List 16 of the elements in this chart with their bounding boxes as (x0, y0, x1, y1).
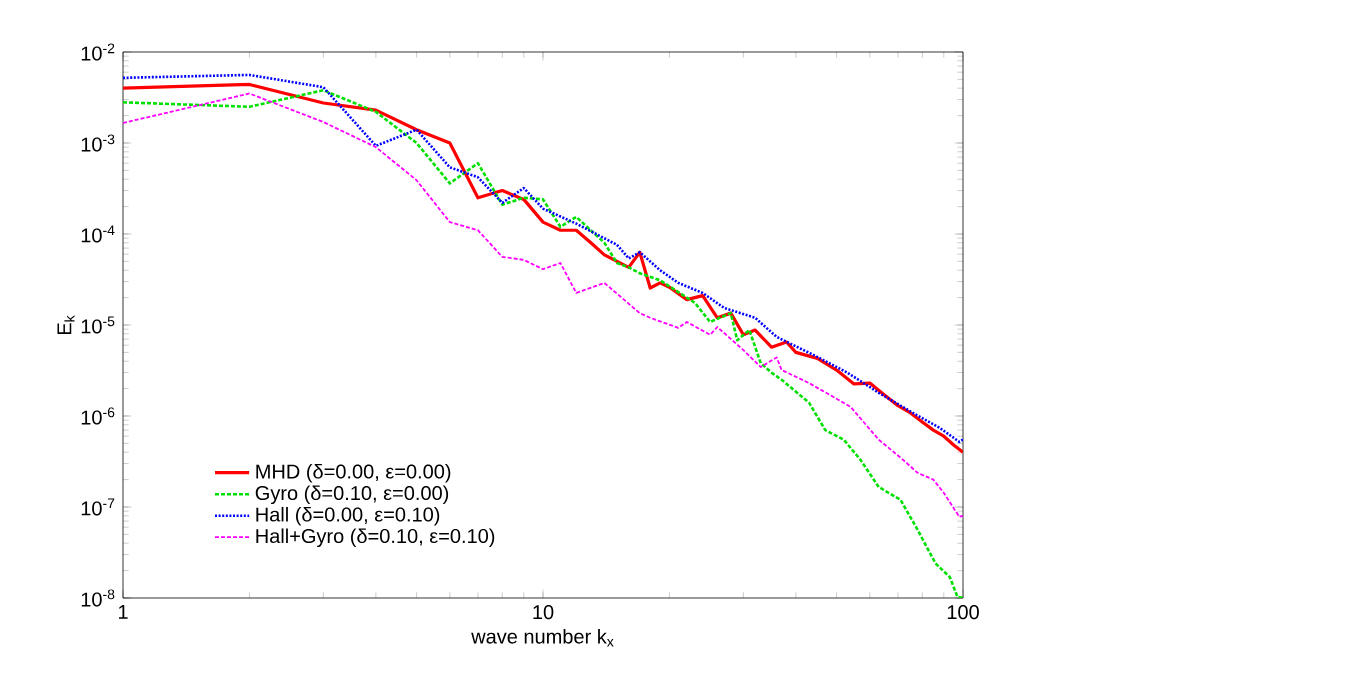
x-tick-label: 100 (947, 605, 979, 620)
y-tick-label: 10$^{-4}$ (81, 225, 115, 243)
y-axis-title: E$_{k}$ (57, 315, 75, 335)
y-tick-label: 10$^{-5}$ (81, 316, 115, 334)
y-tick-label: 10$^{-6}$ (81, 407, 115, 425)
x-tick-label: 1 (118, 605, 128, 619)
y-tick-label: 10$^{-8}$ (81, 589, 115, 607)
legend-label: MHD (δ=0.00, ε=0.00) (256, 463, 451, 483)
y-tick-label: 10$^{-3}$ (81, 134, 115, 152)
y-tick-label: 10$^{-7}$ (81, 498, 115, 516)
y-tick-label: 10$^{-2}$ (81, 43, 115, 61)
legend-label: Hall (δ=0.00, ε=0.10) (256, 506, 440, 526)
legend-label: Hall+Gyro (δ=0.10, ε=0.10) (256, 528, 495, 548)
legend-label: Gyro (δ=0.10, ε=0.00) (255, 485, 449, 505)
x-tick-label: 10 (533, 605, 554, 620)
x-axis-title: wave number k$_{x}$ (471, 628, 614, 647)
